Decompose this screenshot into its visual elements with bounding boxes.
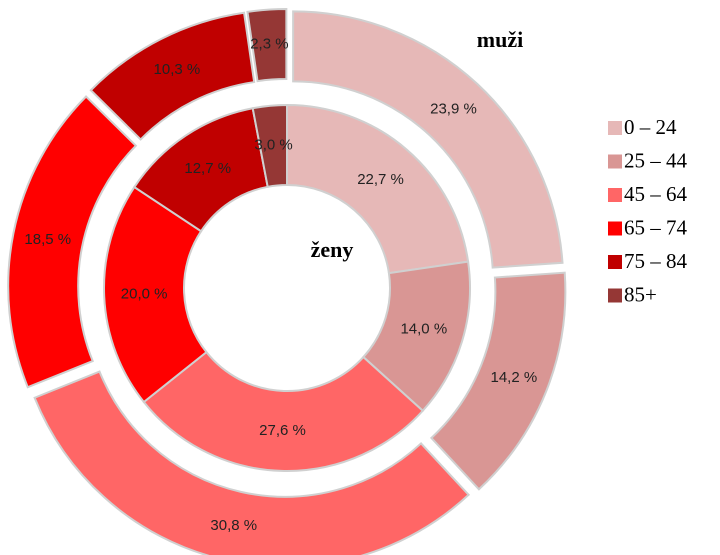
legend-swatch: [608, 121, 622, 135]
data-label: 2,3 %: [250, 36, 288, 53]
data-label: 23,9 %: [430, 101, 477, 118]
data-label: 27,6 %: [259, 422, 306, 439]
data-label: 10,3 %: [154, 61, 201, 78]
data-label: 30,8 %: [210, 517, 257, 534]
data-label: 22,7 %: [357, 171, 404, 188]
data-label: 12,7 %: [184, 160, 231, 177]
data-label: 14,2 %: [491, 369, 538, 386]
legend-swatch: [608, 154, 622, 169]
legend-label: 85+: [624, 282, 657, 306]
donut-segment: [429, 271, 567, 491]
legend-swatch: [608, 188, 622, 202]
legend-label: 25 – 44: [624, 148, 688, 172]
donut-segment: [89, 11, 256, 141]
donut-segment: [286, 103, 470, 275]
legend-label: 65 – 74: [624, 215, 688, 239]
legend-label: 45 – 64: [624, 182, 688, 206]
legend-swatch: [608, 255, 622, 269]
data-label: 18,5 %: [24, 231, 71, 248]
donut-segment: [292, 10, 564, 269]
data-label: 3,0 %: [254, 137, 292, 154]
legend-swatch: [608, 288, 622, 303]
legend-label: 75 – 84: [624, 249, 688, 273]
legend-swatch: [608, 221, 622, 236]
donut-segment: [142, 350, 425, 472]
donut-segment: [251, 103, 288, 188]
donut-segment: [33, 370, 471, 555]
series-name: muži: [477, 27, 523, 52]
donut-segment: [246, 8, 288, 83]
donut-segment: [103, 185, 208, 404]
data-label: 14,0 %: [400, 321, 447, 338]
donut-segment: [7, 95, 138, 389]
data-label: 20,0 %: [121, 285, 168, 302]
legend-label: 0 – 24: [624, 115, 677, 139]
series-name: ženy: [311, 237, 354, 262]
